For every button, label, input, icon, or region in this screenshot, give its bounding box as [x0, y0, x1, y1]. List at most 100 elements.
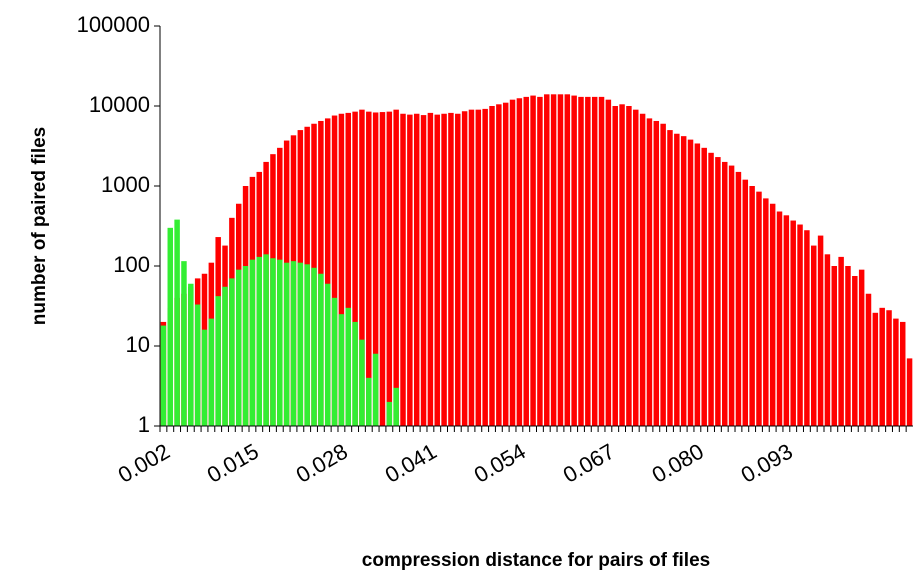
bar: [769, 203, 776, 426]
bar: [578, 96, 584, 427]
bar: [489, 106, 495, 426]
bar: [468, 109, 475, 427]
x-tick-label: 0.093: [737, 439, 797, 488]
bar: [687, 139, 694, 426]
bar: [879, 307, 885, 426]
bar: [893, 318, 899, 426]
bar: [906, 358, 913, 426]
x-tick-label: 0.080: [648, 439, 708, 488]
bar: [591, 96, 598, 427]
bar: [270, 258, 276, 426]
bar: [537, 96, 543, 427]
x-tick-label: 0.054: [470, 439, 530, 488]
bar: [482, 108, 488, 426]
bar: [229, 278, 235, 426]
bar: [455, 113, 461, 426]
bar: [728, 165, 735, 427]
bar: [352, 111, 358, 426]
bar: [694, 143, 701, 426]
bar: [188, 283, 194, 426]
bar: [413, 113, 420, 426]
bar: [235, 269, 242, 426]
bar: [886, 310, 892, 426]
bar: [653, 120, 660, 427]
bar: [824, 254, 831, 426]
bar: [427, 112, 434, 426]
bar: [674, 133, 680, 427]
bar: [324, 283, 331, 426]
bar: [290, 261, 297, 426]
x-tick-label: 0.067: [559, 439, 619, 488]
bar: [667, 130, 673, 426]
bar: [256, 256, 262, 426]
bar: [160, 325, 167, 426]
y-tick-label: 1: [138, 412, 150, 437]
bar: [215, 296, 221, 426]
bar: [516, 98, 523, 427]
bar: [181, 261, 187, 426]
bar: [208, 318, 215, 426]
bar: [304, 264, 310, 426]
bar: [701, 147, 707, 426]
bar: [338, 314, 345, 426]
bar: [318, 120, 324, 427]
bar: [372, 353, 379, 426]
bar: [249, 259, 256, 426]
bar: [571, 95, 577, 426]
bar: [338, 113, 345, 426]
bar: [509, 99, 516, 426]
bar: [763, 198, 769, 426]
bar: [263, 254, 269, 426]
bar: [441, 113, 447, 426]
y-tick-label: 1000: [101, 172, 150, 197]
bar: [331, 297, 338, 426]
bar: [639, 113, 646, 426]
bar: [407, 114, 413, 426]
bar: [749, 186, 755, 426]
bar: [831, 266, 838, 426]
bar: [811, 245, 817, 426]
bar: [372, 112, 379, 426]
bar: [475, 109, 482, 427]
bar: [708, 152, 714, 427]
bar: [318, 273, 324, 426]
bar: [393, 387, 399, 426]
bar: [345, 112, 351, 426]
bar: [324, 118, 331, 427]
y-tick-label: 10000: [89, 92, 150, 117]
bar: [523, 96, 529, 427]
y-tick-label: 100000: [77, 12, 150, 37]
bar: [502, 102, 509, 426]
y-axis-title: number of paired files: [29, 127, 50, 325]
bar: [366, 111, 372, 426]
bar: [735, 171, 742, 426]
bar: [838, 256, 844, 426]
x-tick-label: 0.028: [292, 439, 352, 488]
bar: [461, 111, 468, 427]
bar: [756, 191, 762, 426]
bar: [345, 307, 351, 426]
bar: [557, 94, 564, 426]
x-axis-title: compression distance for pairs of files: [362, 550, 710, 571]
bar: [585, 96, 591, 427]
bar: [550, 94, 557, 426]
bar: [804, 230, 810, 426]
x-tick-label: 0.015: [203, 439, 263, 488]
bar: [283, 262, 290, 426]
y-tick-label: 100: [113, 252, 150, 277]
bar: [626, 106, 632, 426]
bar: [222, 286, 228, 426]
bar: [776, 211, 783, 426]
y-tick-label: 10: [126, 332, 150, 357]
bar: [633, 109, 639, 427]
bar: [496, 104, 502, 426]
bar: [858, 269, 865, 426]
bar: [242, 266, 249, 426]
bar: [783, 215, 790, 426]
bar: [680, 136, 687, 426]
bar: [797, 224, 803, 426]
bar: [619, 104, 625, 426]
bar: [434, 114, 440, 426]
bar: [612, 106, 618, 426]
